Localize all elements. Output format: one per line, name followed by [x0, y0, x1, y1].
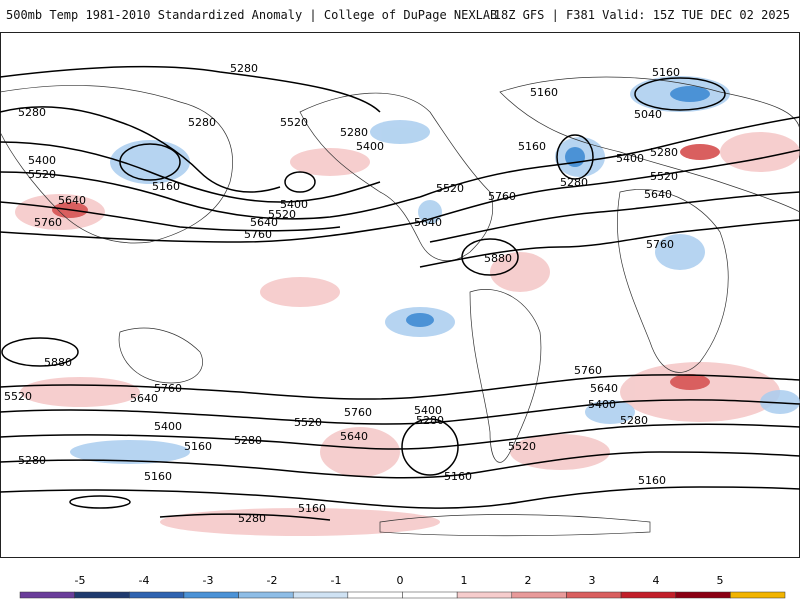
colorbar-tick-label: 1 [461, 574, 468, 587]
colorbar-swatch [292, 591, 349, 599]
contour-label-layer: 5280 5280 5280 5520 5280 5400 5520 5160 … [4, 62, 680, 525]
colorbar-swatch [183, 591, 239, 599]
anomaly-map: 5280 5280 5280 5520 5280 5400 5520 5160 … [0, 32, 800, 558]
contour-label: 5280 [340, 126, 368, 139]
colorbar-tick-label: -2 [267, 574, 278, 587]
contour-label: 5160 [152, 180, 180, 193]
contour-label: 5760 [574, 364, 602, 377]
contour-label: 5280 [650, 146, 678, 159]
colorbar-swatch [74, 591, 130, 599]
colorbar-swatch [19, 591, 75, 599]
height-contours [0, 65, 800, 521]
contour-label: 5760 [34, 216, 62, 229]
contour-label: 5160 [652, 66, 680, 79]
contour-label: 5520 [650, 170, 678, 183]
colorbar-tick-label: 5 [717, 574, 724, 587]
contour-label: 5400 [280, 198, 308, 211]
contour-label: 5400 [154, 420, 182, 433]
contour-label: 5520 [508, 440, 536, 453]
contour-label: 5160 [638, 474, 666, 487]
colorbar-swatch [129, 591, 185, 599]
contour-label: 5280 [18, 454, 46, 467]
contour-label: 5640 [414, 216, 442, 229]
contour-label: 5760 [244, 228, 272, 241]
contour-label: 5280 [188, 116, 216, 129]
contour-label: 5160 [518, 140, 546, 153]
contour-label: 5160 [530, 86, 558, 99]
model-run-info: 18Z GFS | F381 Valid: 15Z TUE DEC 02 202… [493, 8, 790, 22]
contour-label: 5760 [344, 406, 372, 419]
colorbar-swatch [402, 591, 458, 599]
colorbar: -5 -4 -3 -2 -1 0 1 2 3 4 5 [19, 574, 786, 599]
contour-label: 5400 [588, 398, 616, 411]
contour-label: 5880 [44, 356, 72, 369]
contour-label: 5520 [280, 116, 308, 129]
contour-label: 5400 [356, 140, 384, 153]
colorbar-swatch [620, 591, 676, 599]
colorbar-tick-label: -4 [139, 574, 150, 587]
colorbar-swatch [566, 591, 622, 599]
colorbar-tick-label: 2 [525, 574, 532, 587]
colorbar-swatch [675, 591, 731, 599]
colorbar-ticks: -5 -4 -3 -2 -1 0 1 2 3 4 5 [75, 574, 724, 587]
contour-label: 5160 [298, 502, 326, 515]
contour-label: 5760 [154, 382, 182, 395]
contour-label: 5640 [130, 392, 158, 405]
contour-label: 5640 [644, 188, 672, 201]
colorbar-tick-label: 4 [653, 574, 660, 587]
colorbar-swatch [456, 591, 513, 599]
contour-label: 5400 [414, 404, 442, 417]
map-title: 500mb Temp 1981-2010 Standardized Anomal… [6, 8, 498, 22]
colorbar-tick-label: -5 [75, 574, 86, 587]
colorbar-swatches [19, 591, 786, 599]
contour-label: 5280 [620, 414, 648, 427]
contour-label: 5400 [616, 152, 644, 165]
contour-label: 5640 [58, 194, 86, 207]
contour-label: 5640 [590, 382, 618, 395]
contour-label: 5280 [238, 512, 266, 525]
colorbar-swatch [238, 591, 294, 599]
contour-label: 5280 [416, 414, 444, 427]
contour-label: 5160 [444, 470, 472, 483]
coastlines [0, 76, 800, 537]
colorbar-tick-label: -1 [331, 574, 342, 587]
contour-label: 5280 [560, 176, 588, 189]
colorbar-swatch [347, 591, 403, 599]
contour-label: 5280 [234, 434, 262, 447]
contour-label: 5280 [230, 62, 258, 75]
colorbar-tick-label: 0 [397, 574, 404, 587]
contour-label: 5160 [144, 470, 172, 483]
contour-label: 5640 [340, 430, 368, 443]
contour-label: 5520 [4, 390, 32, 403]
colorbar-swatch [511, 591, 567, 599]
contour-label: 5640 [250, 216, 278, 229]
contour-label: 5520 [436, 182, 464, 195]
contour-label: 5760 [488, 190, 516, 203]
contour-label: 5520 [28, 168, 56, 181]
contour-label: 5760 [646, 238, 674, 251]
contour-label: 5160 [184, 440, 212, 453]
colorbar-tick-label: 3 [589, 574, 596, 587]
closed-height-centers [1, 77, 726, 509]
contour-label: 5280 [18, 106, 46, 119]
contour-label: 5400 [28, 154, 56, 167]
header-bar: 500mb Temp 1981-2010 Standardized Anomal… [0, 0, 800, 32]
contour-label: 5880 [484, 252, 512, 265]
colorbar-tick-label: -3 [203, 574, 214, 587]
contour-label: 5520 [268, 208, 296, 221]
colorbar-swatch [730, 591, 786, 599]
contour-label: 5520 [294, 416, 322, 429]
contour-label: 5040 [634, 108, 662, 121]
